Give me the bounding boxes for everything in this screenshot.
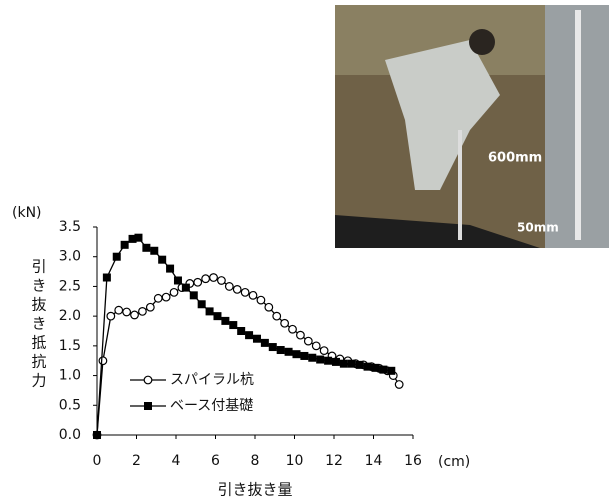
marker [257,296,265,304]
marker [285,348,293,356]
marker [174,276,182,284]
marker [277,346,285,354]
marker [292,350,300,358]
photo-label: 600mm [488,151,542,166]
marker [261,339,269,347]
y-tick-label: 0.0 [59,427,81,443]
page: 600mm 50mm (kN) (cm) 引き抜き量 引き抜き抵抗力 0.0 0.… [0,0,609,501]
marker [139,308,147,316]
marker [312,342,320,350]
photo: 600mm 50mm [335,5,609,248]
marker [198,300,206,308]
marker [269,343,277,351]
x-tick-label: 16 [404,453,422,469]
marker [320,347,328,355]
marker [371,364,379,372]
marker [245,331,253,339]
marker [210,274,218,282]
marker [142,244,150,252]
y-unit: (kN) [12,205,42,221]
legend-label: ベース付基礎 [170,397,253,414]
marker [213,312,221,320]
marker [147,303,155,311]
marker [158,256,166,264]
photo-head [469,29,495,55]
marker [226,283,234,291]
marker [93,431,101,439]
marker [237,327,245,335]
marker [356,361,364,369]
y-tick-label: 3.0 [59,249,81,265]
marker [134,234,142,242]
legend-label: スパイラル杭 [170,372,254,388]
marker [221,317,229,325]
x-axis-label: 引き抜き量 [217,481,292,499]
marker [316,356,324,364]
marker [170,289,178,297]
marker [387,367,395,375]
marker [115,306,123,314]
photo-label: 50mm [517,221,559,235]
y-tick-label: 1.5 [59,338,81,354]
marker [253,335,261,343]
marker [131,311,139,319]
y-tick-label: 1.0 [59,368,81,384]
marker [206,307,214,315]
marker [379,366,387,374]
marker [308,354,316,362]
marker [364,363,372,371]
marker [218,277,226,285]
y-tick-label: 2.5 [59,278,81,294]
x-tick-label: 2 [132,453,141,469]
marker [348,360,356,368]
marker [121,241,129,249]
x-tick-label: 4 [172,453,181,469]
marker [166,265,174,273]
x-tick-label: 0 [93,453,102,469]
marker [233,286,241,294]
marker [265,303,273,311]
legend-marker [144,402,152,410]
x-tick-label: 14 [365,453,383,469]
marker [241,289,249,297]
x-unit: (cm) [438,454,470,470]
y-tick-label: 3.5 [59,219,81,235]
y-tick-label: 0.5 [59,397,81,413]
marker [154,295,162,303]
x-tick-label: 6 [211,453,220,469]
y-axis-label: 引き抜き抵抗力 [30,259,48,392]
y-tick-label: 2.0 [59,308,81,324]
x-tick-label: 10 [286,453,304,469]
marker [103,274,111,282]
marker [190,291,198,299]
x-tick-label: 8 [251,453,260,469]
marker [150,247,158,255]
marker [229,321,237,329]
marker [182,284,190,292]
marker [123,308,131,316]
x-tick-label: 12 [325,453,343,469]
marker [395,381,403,389]
marker [162,293,170,301]
marker [107,312,115,320]
marker [202,275,210,283]
marker [273,312,281,320]
marker [249,292,257,300]
marker [332,358,340,366]
legend-marker [144,376,152,384]
marker [300,352,308,360]
marker [340,360,348,368]
marker [297,331,305,339]
marker [99,357,107,365]
marker [305,337,313,345]
marker [324,357,332,365]
marker [194,278,202,286]
marker [113,253,121,261]
marker [289,325,297,333]
marker [281,319,289,327]
